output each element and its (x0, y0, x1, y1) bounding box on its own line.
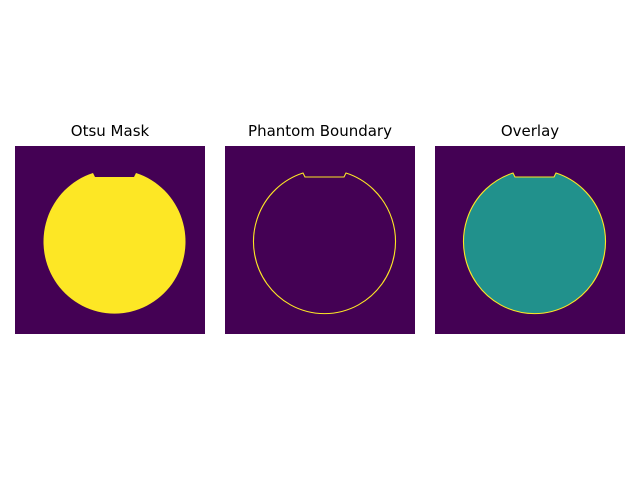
overlay-title: Overlay (500, 122, 560, 140)
phantom-boundary-image (225, 146, 415, 334)
phantom-boundary-title: Phantom Boundary (248, 122, 392, 140)
phantom-boundary-panel: Phantom Boundary (225, 120, 415, 334)
overlay-image (435, 146, 625, 334)
otsu-mask-image (15, 146, 205, 334)
otsu-mask-title: Otsu Mask (70, 122, 150, 140)
otsu-mask-panel: Otsu Mask (15, 120, 205, 334)
overlay-panel: Overlay (435, 120, 625, 334)
